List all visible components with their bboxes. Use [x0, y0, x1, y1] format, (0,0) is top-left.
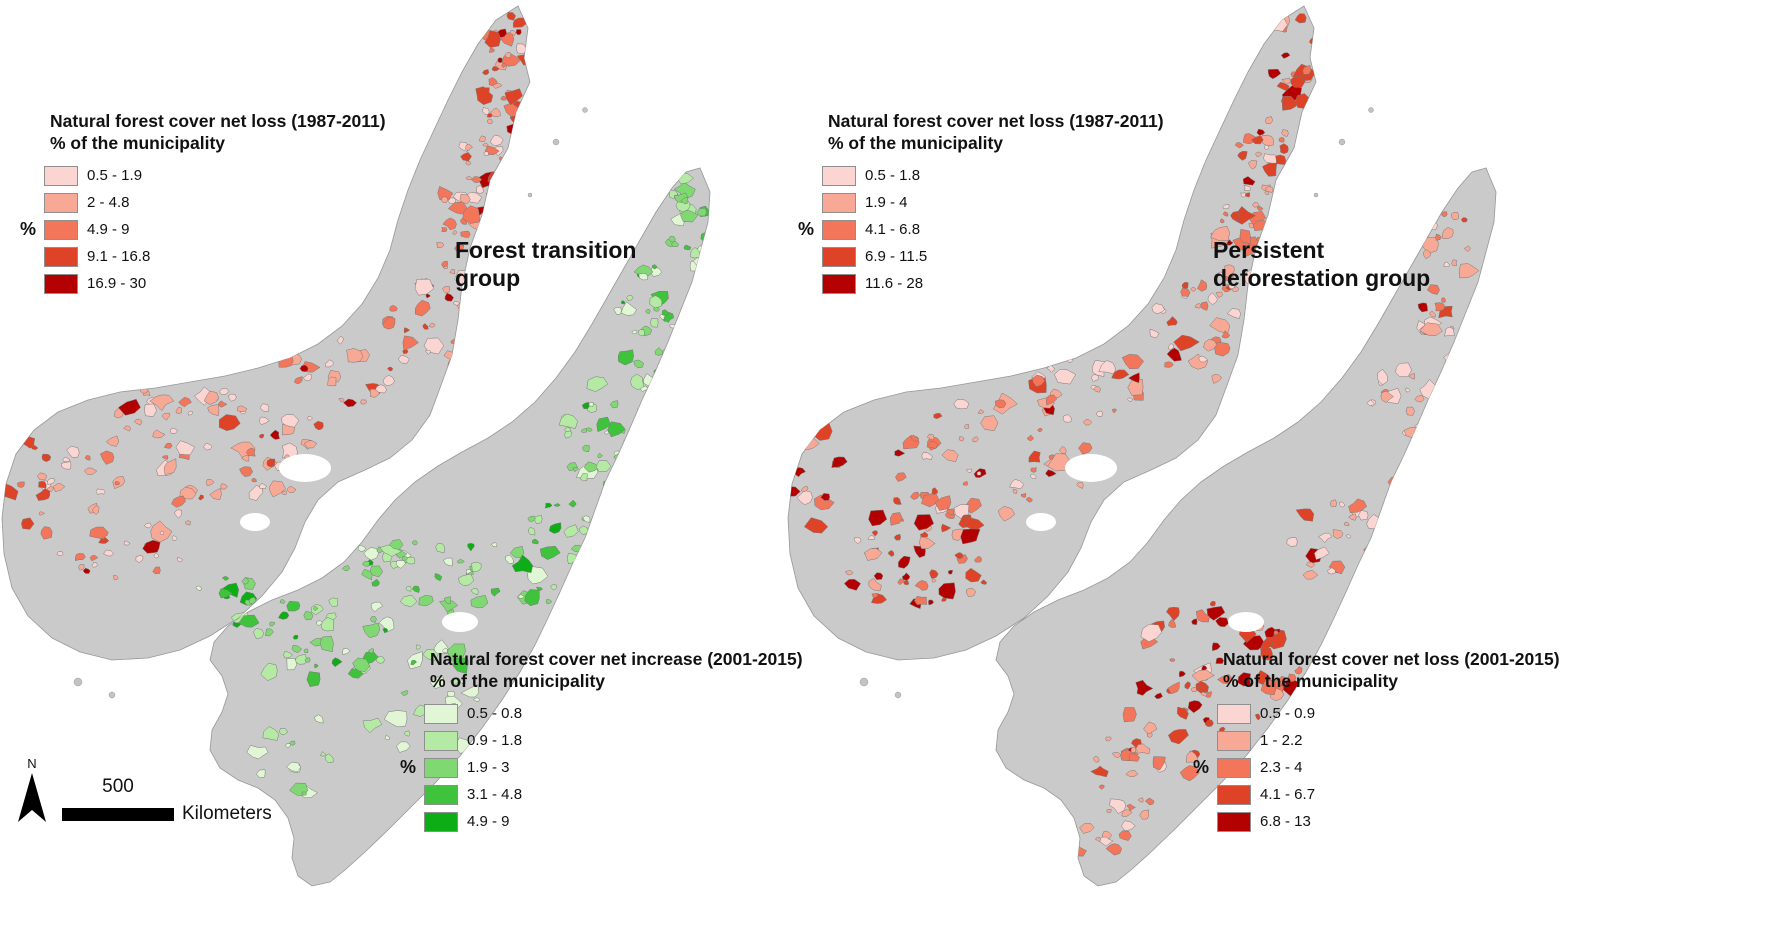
legend-swatch	[424, 784, 458, 805]
legend-class-label: 4.9 - 9	[467, 813, 510, 830]
legend-swatch	[424, 811, 458, 832]
legend-title: Natural forest cover net loss (2001-2015…	[1223, 649, 1560, 669]
legend-subtitle: % of the municipality	[1223, 671, 1399, 691]
legend-class-row: 4.1 - 6.7	[1217, 784, 1316, 805]
legend-class-label: 9.1 - 16.8	[87, 248, 151, 265]
legend-left-netincrease-2001-2015: Natural forest cover net increase (2001-…	[400, 648, 803, 835]
legend-swatch	[44, 192, 78, 213]
legend-swatch	[822, 165, 856, 186]
scale-bar-unit-label: Kilometers	[182, 803, 272, 824]
legend-class-label: 1.9 - 3	[467, 759, 510, 776]
legend-unit-label: %	[400, 757, 417, 777]
legend-swatch	[822, 246, 856, 267]
legend-swatch	[1217, 703, 1251, 724]
north-arrow-icon	[18, 773, 46, 822]
legend-subtitle: % of the municipality	[828, 133, 1004, 153]
legend-class-label: 0.5 - 0.9	[1260, 705, 1316, 722]
map-group-label-persistent-deforestation: Persistent deforestation group	[1213, 236, 1430, 292]
legend-title: Natural forest cover net loss (1987-2011…	[50, 111, 386, 131]
legend-swatch	[44, 246, 78, 267]
group-label-line: Persistent	[1213, 237, 1325, 263]
legend-unit-label: %	[1193, 757, 1210, 777]
legend-class-label: 4.9 - 9	[87, 221, 130, 238]
legend-subtitle: % of the municipality	[430, 671, 606, 691]
scale-bar-rect	[62, 807, 174, 821]
legend-class-row: 0.5 - 0.8	[424, 703, 523, 724]
legend-class-row: 0.5 - 1.9	[44, 165, 150, 186]
island-fragments-right	[859, 107, 1374, 699]
legend-class-label: 6.9 - 11.5	[865, 248, 928, 265]
legend-swatch	[1217, 757, 1251, 778]
water-gaps-left	[240, 454, 478, 632]
legend-class-label: 11.6 - 28	[865, 275, 924, 292]
legend-swatch	[424, 703, 458, 724]
legend-class-row: 4.1 - 6.8	[822, 219, 927, 240]
legend-class-row: 2 - 4.8	[44, 192, 150, 213]
island-fragments-left	[73, 107, 588, 699]
legend-class-row: 1 - 2.2	[1217, 730, 1315, 751]
legend-class-row: 4.9 - 9	[44, 219, 150, 240]
legend-class-row: 0.5 - 0.9	[1217, 703, 1316, 724]
legend-swatch	[1217, 784, 1251, 805]
legend-class-row: 3.1 - 4.8	[424, 784, 523, 805]
legend-class-row: 11.6 - 28	[822, 273, 927, 294]
legend-swatch	[822, 273, 856, 294]
scale-bar-value: 500	[102, 776, 134, 797]
legend-class-label: 6.8 - 13	[1260, 813, 1311, 830]
legend-class-row: 1.9 - 4	[822, 192, 927, 213]
water-gaps-right	[1026, 454, 1264, 632]
legend-class-row: 9.1 - 16.8	[44, 246, 151, 267]
legend-class-row: 2.3 - 4	[1217, 757, 1315, 778]
legend-class-label: 0.5 - 0.8	[467, 705, 523, 722]
legend-class-row: 6.8 - 13	[1217, 811, 1315, 832]
legend-class-label: 0.9 - 1.8	[467, 732, 523, 749]
legend-class-row: 0.9 - 1.8	[424, 730, 523, 751]
map-group-label-forest-transition: Forest transition group	[455, 236, 636, 292]
legend-right-netloss-1987-2011: Natural forest cover net loss (1987-2011…	[798, 110, 1164, 297]
north-arrow: N	[14, 756, 50, 824]
legend-swatch	[424, 730, 458, 751]
legend-class-row: 0.5 - 1.8	[822, 165, 927, 186]
legend-class-label: 1 - 2.2	[1260, 732, 1303, 749]
legend-unit-label: %	[20, 219, 37, 239]
legend-swatch	[1217, 811, 1251, 832]
legend-swatch	[822, 192, 856, 213]
legend-left-netloss-1987-2011: Natural forest cover net loss (1987-2011…	[20, 110, 386, 297]
legend-class-label: 1.9 - 4	[865, 194, 908, 211]
group-label-line: group	[455, 265, 521, 291]
legend-class-label: 16.9 - 30	[87, 275, 147, 292]
legend-swatch	[44, 165, 78, 186]
legend-right-netloss-2001-2015: Natural forest cover net loss (2001-2015…	[1193, 648, 1560, 835]
legend-unit-label: %	[798, 219, 815, 239]
legend-class-label: 2.3 - 4	[1260, 759, 1303, 776]
legend-subtitle: % of the municipality	[50, 133, 226, 153]
legend-swatch	[44, 273, 78, 294]
legend-class-row: 6.9 - 11.5	[822, 246, 928, 267]
legend-title: Natural forest cover net increase (2001-…	[430, 649, 803, 669]
legend-class-row: 4.9 - 9	[424, 811, 522, 832]
group-label-line: Forest transition	[455, 237, 637, 263]
legend-swatch	[822, 219, 856, 240]
legend-class-label: 0.5 - 1.9	[87, 167, 143, 184]
scale-bar: 500 Kilometers	[62, 776, 272, 825]
legend-class-label: 4.1 - 6.7	[1260, 786, 1316, 803]
legend-class-label: 3.1 - 4.8	[467, 786, 523, 803]
legend-title: Natural forest cover net loss (1987-2011…	[828, 111, 1164, 131]
legend-class-row: 1.9 - 3	[424, 757, 522, 778]
legend-swatch	[1217, 730, 1251, 751]
legend-class-label: 2 - 4.8	[87, 194, 130, 211]
legend-class-label: 0.5 - 1.8	[865, 167, 921, 184]
legend-class-label: 4.1 - 6.8	[865, 221, 921, 238]
legend-swatch	[424, 757, 458, 778]
legend-class-row: 16.9 - 30	[44, 273, 150, 294]
group-label-line: deforestation group	[1213, 265, 1431, 291]
north-arrow-label: N	[27, 756, 37, 771]
legend-swatch	[44, 219, 78, 240]
